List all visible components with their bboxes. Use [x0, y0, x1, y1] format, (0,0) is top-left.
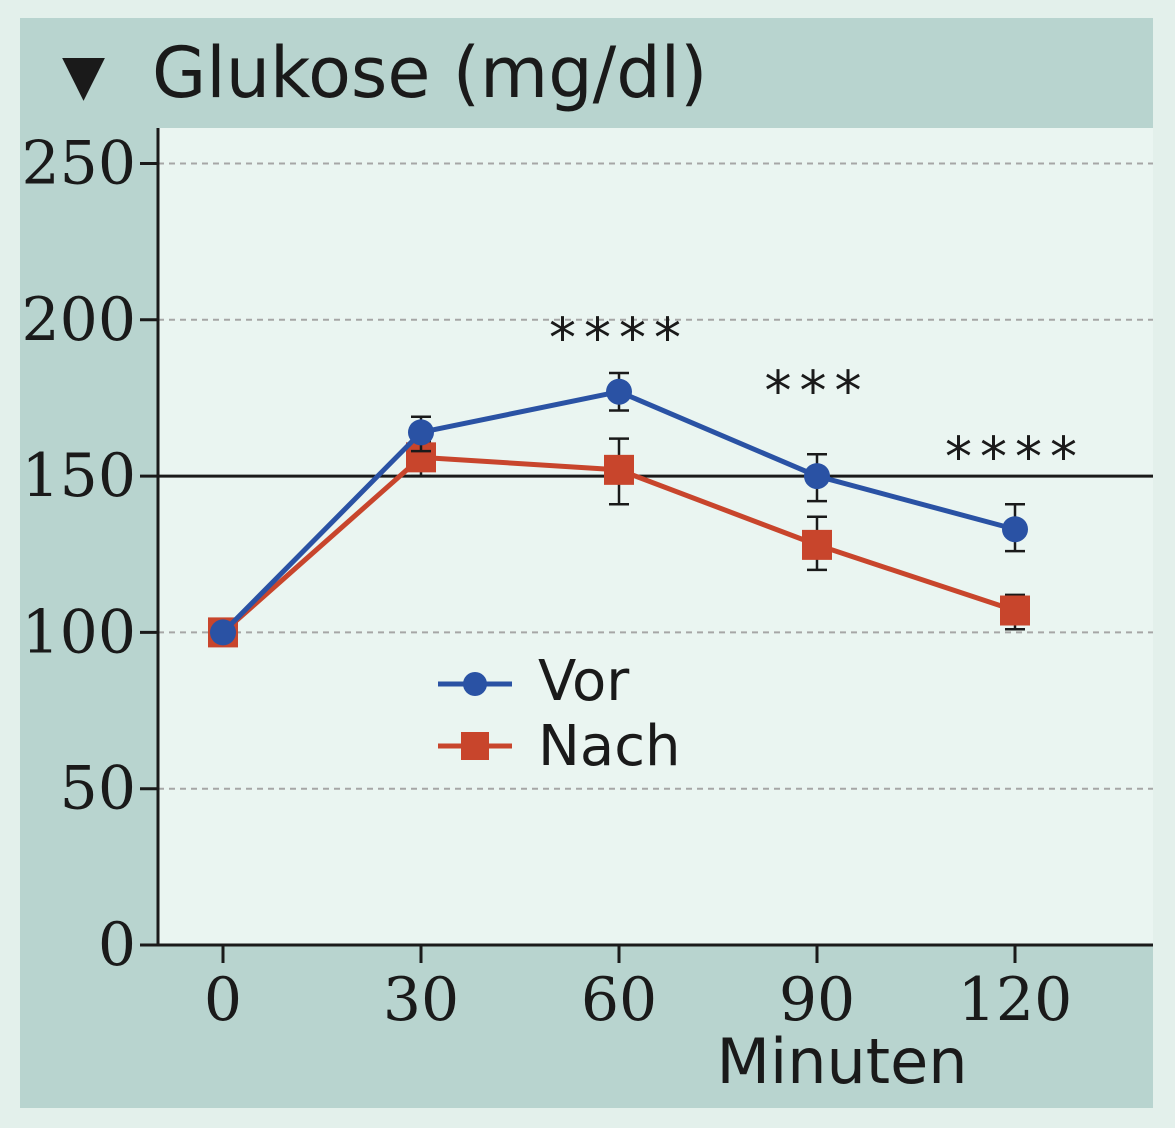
y-tick-label-250: 250 — [21, 129, 136, 199]
x-tick-label-0: 0 — [204, 965, 242, 1035]
series — [208, 371, 1030, 648]
title-marker: ▼ — [62, 43, 105, 108]
legend-nach-marker — [461, 732, 489, 760]
legend-nach-label: Nach — [538, 714, 681, 779]
significance-annotation-60: **** — [549, 307, 689, 370]
point-nach-60 — [604, 454, 634, 485]
grid-lines — [158, 162, 1153, 790]
significance-annotation-90: *** — [765, 360, 870, 423]
x-tick-label-30: 30 — [383, 965, 459, 1035]
series-vor — [210, 371, 1028, 646]
significance-annotations: *********** — [549, 307, 1085, 489]
legend-vor-marker — [463, 672, 487, 696]
point-vor-0 — [210, 619, 236, 646]
axes — [140, 128, 1153, 963]
point-nach-120 — [1000, 595, 1030, 626]
x-tick-label-60: 60 — [581, 965, 657, 1035]
y-tick-labels: 0 50 100 150 200 250 — [21, 129, 136, 981]
point-vor-120 — [1002, 516, 1028, 543]
point-vor-60 — [606, 378, 632, 405]
y-tick-label-50: 50 — [60, 754, 136, 824]
y-tick-label-150: 150 — [21, 441, 136, 511]
point-vor-30 — [408, 419, 434, 446]
plot-area — [158, 128, 1153, 945]
x-tick-label-90: 90 — [779, 965, 855, 1035]
point-nach-90 — [802, 529, 832, 560]
chart-title: Glukose (mg/dl) — [152, 32, 707, 114]
y-tick-label-0: 0 — [98, 910, 136, 980]
legend-vor-label: Vor — [538, 649, 630, 714]
y-tick-label-200: 200 — [21, 285, 136, 355]
significance-annotation-120: **** — [945, 425, 1085, 488]
title: ▼ Glukose (mg/dl) — [62, 32, 707, 114]
x-tick-label-120: 120 — [958, 965, 1073, 1035]
legend: Vor Nach — [438, 649, 681, 779]
x-tick-labels: 0 30 60 90 120 — [204, 965, 1072, 1035]
x-axis-label: Minuten — [716, 1025, 967, 1098]
y-tick-label-100: 100 — [21, 597, 136, 667]
point-vor-90 — [804, 463, 830, 490]
